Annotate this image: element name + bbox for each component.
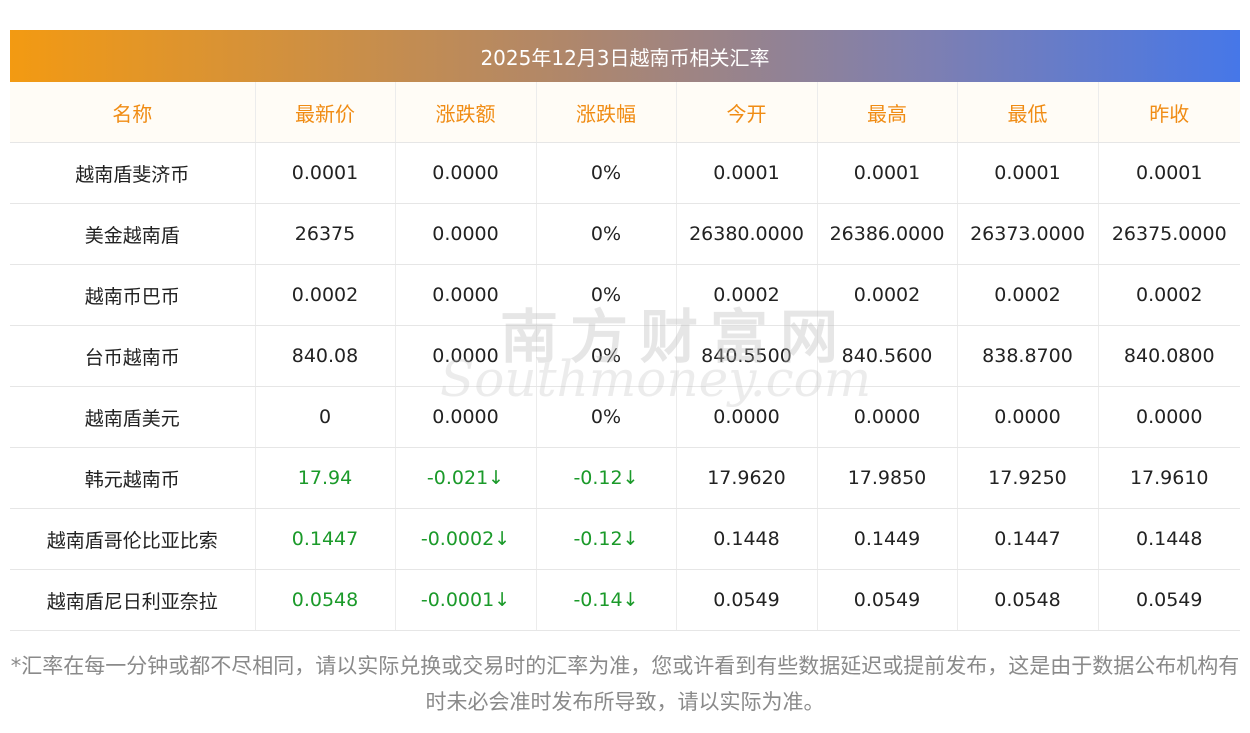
cell-name: 越南盾尼日利亚奈拉 <box>10 569 256 631</box>
cell-high: 26386.0000 <box>817 203 958 265</box>
cell-open: 0.0001 <box>676 142 818 204</box>
cell-low: 0.0001 <box>957 142 1099 204</box>
cell-low: 26373.0000 <box>957 203 1099 265</box>
cell-low: 0.0002 <box>957 264 1099 326</box>
cell-low: 838.8700 <box>957 325 1099 387</box>
cell-open: 17.9620 <box>676 447 818 509</box>
table-row: 越南盾斐济币 0.0001 0.0000 0% 0.0001 0.0001 0.0001 0.… <box>10 142 1240 204</box>
cell-latest: 0.0001 <box>255 142 396 204</box>
column-header-open: 今开 <box>676 82 818 143</box>
cell-change: 0.0000 <box>395 386 537 448</box>
cell-change-pct: 0% <box>536 142 677 204</box>
cell-high: 0.0001 <box>817 142 958 204</box>
exchange-rate-table: 名称 最新价 涨跌额 涨跌幅 今开 最高 最低 昨收 越南盾斐济币 0.0001 0… <box>10 82 1240 631</box>
cell-low: 0.1447 <box>957 508 1099 570</box>
column-header-latest: 最新价 <box>255 82 396 143</box>
cell-open: 840.5500 <box>676 325 818 387</box>
cell-latest: 0.1447 <box>255 508 396 570</box>
column-header-low: 最低 <box>957 82 1099 143</box>
cell-prev-close: 0.0002 <box>1098 264 1240 326</box>
cell-high: 0.0002 <box>817 264 958 326</box>
column-header-name: 名称 <box>10 82 256 143</box>
cell-name: 台币越南币 <box>10 325 256 387</box>
cell-change-pct: 0% <box>536 325 677 387</box>
cell-latest: 0 <box>255 386 396 448</box>
cell-open: 0.0549 <box>676 569 818 631</box>
cell-change: 0.0000 <box>395 203 537 265</box>
cell-change-pct: 0% <box>536 264 677 326</box>
cell-name: 越南币巴币 <box>10 264 256 326</box>
cell-prev-close: 0.0549 <box>1098 569 1240 631</box>
table-header-row: 名称 最新价 涨跌额 涨跌幅 今开 最高 最低 昨收 <box>10 82 1240 143</box>
page-title: 2025年12月3日越南币相关汇率 <box>10 30 1240 82</box>
column-header-high: 最高 <box>817 82 958 143</box>
cell-high: 0.0549 <box>817 569 958 631</box>
table-row: 韩元越南币 17.94 -0.021↓ -0.12↓ 17.9620 17.9850 17.… <box>10 447 1240 509</box>
cell-open: 0.1448 <box>676 508 818 570</box>
table-row: 台币越南币 840.08 0.0000 0% 840.5500 840.5600 838.8… <box>10 325 1240 387</box>
column-header-change: 涨跌额 <box>395 82 537 143</box>
cell-change-pct: 0% <box>536 203 677 265</box>
cell-high: 840.5600 <box>817 325 958 387</box>
cell-prev-close: 26375.0000 <box>1098 203 1240 265</box>
cell-change: 0.0000 <box>395 325 537 387</box>
cell-low: 0.0000 <box>957 386 1099 448</box>
table-row: 越南币巴币 0.0002 0.0000 0% 0.0002 0.0002 0.0002 0.0… <box>10 264 1240 326</box>
column-header-change-pct: 涨跌幅 <box>536 82 677 143</box>
cell-change: -0.021↓ <box>395 447 537 509</box>
cell-high: 17.9850 <box>817 447 958 509</box>
cell-name: 越南盾斐济币 <box>10 142 256 204</box>
cell-low: 17.9250 <box>957 447 1099 509</box>
cell-change: -0.0002↓ <box>395 508 537 570</box>
cell-name: 韩元越南币 <box>10 447 256 509</box>
cell-prev-close: 840.0800 <box>1098 325 1240 387</box>
cell-change: 0.0000 <box>395 142 537 204</box>
cell-change-pct: -0.12↓ <box>536 508 677 570</box>
cell-name: 越南盾美元 <box>10 386 256 448</box>
column-header-prev-close: 昨收 <box>1098 82 1240 143</box>
cell-change: -0.0001↓ <box>395 569 537 631</box>
cell-prev-close: 0.1448 <box>1098 508 1240 570</box>
cell-open: 0.0002 <box>676 264 818 326</box>
cell-prev-close: 0.0001 <box>1098 142 1240 204</box>
cell-prev-close: 0.0000 <box>1098 386 1240 448</box>
cell-low: 0.0548 <box>957 569 1099 631</box>
cell-latest: 0.0548 <box>255 569 396 631</box>
cell-latest: 0.0002 <box>255 264 396 326</box>
cell-latest: 17.94 <box>255 447 396 509</box>
cell-latest: 26375 <box>255 203 396 265</box>
table-row: 越南盾尼日利亚奈拉 0.0548 -0.0001↓ -0.14↓ 0.0549 0.054… <box>10 569 1240 631</box>
cell-high: 0.1449 <box>817 508 958 570</box>
table-row: 越南盾美元 0 0.0000 0% 0.0000 0.0000 0.0000 0.0000 <box>10 386 1240 448</box>
cell-change-pct: -0.12↓ <box>536 447 677 509</box>
cell-open: 26380.0000 <box>676 203 818 265</box>
table-row: 美金越南盾 26375 0.0000 0% 26380.0000 26386.0000 26… <box>10 203 1240 265</box>
disclaimer-footnote: *汇率在每一分钟或都不尽相同，请以实际兑换或交易时的汇率为准，您或许看到有些数据… <box>10 654 1240 714</box>
cell-prev-close: 17.9610 <box>1098 447 1240 509</box>
cell-name: 美金越南盾 <box>10 203 256 265</box>
cell-change-pct: -0.14↓ <box>536 569 677 631</box>
cell-change: 0.0000 <box>395 264 537 326</box>
cell-latest: 840.08 <box>255 325 396 387</box>
cell-high: 0.0000 <box>817 386 958 448</box>
cell-open: 0.0000 <box>676 386 818 448</box>
table-row: 越南盾哥伦比亚比索 0.1447 -0.0002↓ -0.12↓ 0.1448 0.144… <box>10 508 1240 570</box>
cell-change-pct: 0% <box>536 386 677 448</box>
cell-name: 越南盾哥伦比亚比索 <box>10 508 256 570</box>
